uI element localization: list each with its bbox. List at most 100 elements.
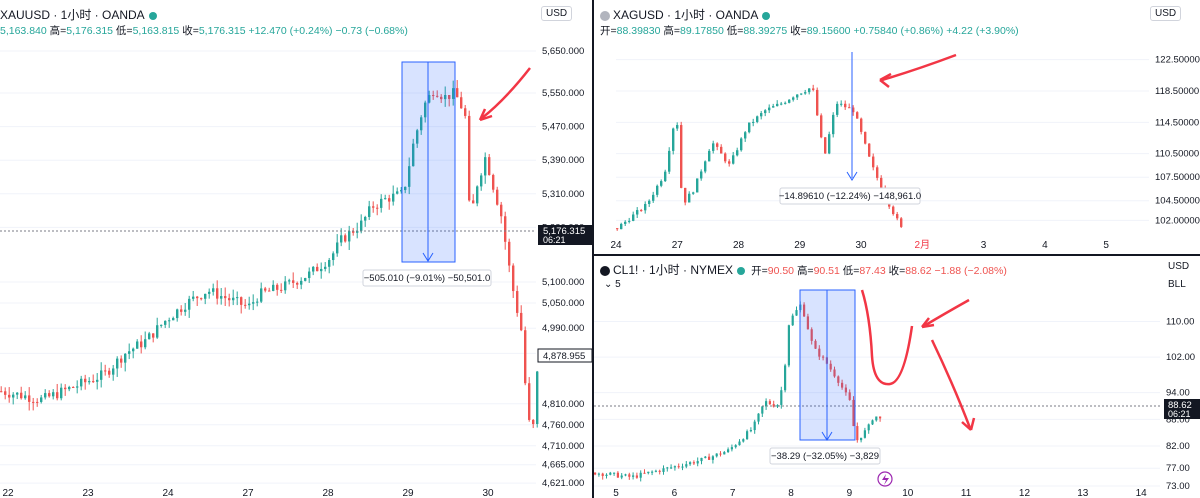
xag-pane[interactable]: XAGUSD · 1小时 · OANDA 开=88.39830 高=89.178…: [594, 0, 1200, 254]
candle: [716, 143, 719, 147]
candle: [280, 289, 283, 291]
candle: [204, 293, 207, 299]
candle: [704, 456, 707, 458]
candle: [792, 97, 795, 100]
xau-pane[interactable]: XAUUSD · 1小时 · OANDA 5,163.840 高=5,176.3…: [0, 0, 592, 498]
candle: [512, 265, 515, 292]
candle: [524, 330, 527, 384]
xag-chart[interactable]: 122.50000 118.50000 114.50000 110.50000 107.…: [594, 0, 1200, 254]
candle: [812, 88, 815, 90]
xau-change2: −0.73 (−0.68%): [335, 25, 408, 37]
candle: [720, 146, 723, 154]
x-tick-label: 4: [1042, 240, 1048, 251]
candle: [708, 150, 711, 162]
candle: [288, 280, 291, 282]
candle: [72, 386, 75, 388]
x-tick-label: 28: [322, 488, 334, 498]
candle: [670, 467, 673, 469]
candle: [364, 216, 367, 221]
candle: [832, 114, 835, 135]
candle: [662, 468, 665, 472]
candle: [896, 214, 899, 219]
candle: [444, 94, 447, 100]
measure-label: −505.010 (−9.01%) −50,501.0: [364, 273, 491, 284]
candle: [680, 125, 683, 188]
candle: [640, 210, 643, 212]
xag-currency[interactable]: USD: [1150, 6, 1182, 21]
candle: [800, 93, 803, 95]
candle: [876, 167, 879, 178]
measure-arrow-head: [821, 431, 833, 441]
candle: [392, 193, 395, 202]
market-open-icon: [762, 12, 771, 21]
candle: [708, 456, 711, 460]
x-tick-label: 29: [402, 488, 414, 498]
candle: [780, 103, 783, 105]
candle: [300, 280, 303, 285]
candle: [757, 413, 760, 422]
candle: [164, 320, 167, 325]
candle: [336, 242, 339, 254]
candle: [676, 125, 679, 129]
candle: [12, 394, 15, 398]
candle: [56, 392, 59, 399]
xau-change: +12.470 (+0.24%): [248, 25, 333, 37]
candle: [356, 230, 359, 233]
xag-header: XAGUSD · 1小时 · OANDA: [600, 6, 773, 23]
y-tick-label: 104.50000: [1155, 196, 1200, 207]
candle: [860, 118, 863, 132]
candle: [728, 161, 731, 164]
cl-interval-toggle[interactable]: ⌄ 5: [600, 278, 625, 291]
y-tick-label: 118.50000: [1155, 86, 1199, 97]
candle: [184, 309, 187, 312]
cl-currency[interactable]: USD: [1164, 260, 1194, 273]
xau-header: XAUUSD · 1小时 · OANDA: [0, 6, 160, 23]
candle: [816, 89, 819, 116]
candle: [712, 143, 715, 151]
cl-pane[interactable]: CL1! · 1小时 · NYMEX 开=90.50 高=90.51 低=87.…: [594, 256, 1200, 498]
candle: [704, 161, 707, 172]
candle: [448, 94, 451, 99]
annotation-arrow-head: [961, 417, 976, 431]
cl-indicator[interactable]: BLL: [1164, 278, 1190, 291]
annotation-arrow: [930, 339, 972, 429]
y-tick-label: 4,665.000: [542, 460, 584, 471]
candle: [601, 473, 604, 476]
candle: [400, 190, 403, 192]
candle: [597, 473, 600, 475]
horizontal-divider[interactable]: [594, 254, 1200, 256]
candle: [688, 193, 691, 203]
x-tick-label: 28: [733, 240, 745, 251]
candle: [240, 297, 243, 305]
candle: [316, 266, 319, 272]
candle: [810, 329, 813, 341]
candle: [844, 387, 847, 393]
y-tick-label: 122.50000: [1155, 55, 1200, 66]
candle: [879, 416, 882, 419]
candle: [396, 191, 399, 194]
xau-currency[interactable]: USD: [541, 6, 573, 21]
x-tick-label: 22: [2, 488, 14, 498]
candle: [700, 457, 703, 462]
candle: [216, 288, 219, 299]
candle: [765, 401, 768, 407]
candle: [32, 401, 35, 403]
y-tick-label: 5,390.000: [542, 155, 584, 166]
oil-icon: [600, 266, 610, 277]
candle: [416, 130, 419, 144]
price-label2-bg: [537, 348, 592, 363]
candle: [632, 214, 635, 221]
candle: [828, 134, 831, 154]
vertical-divider[interactable]: [592, 0, 594, 498]
price-label-value: 5,176.315: [543, 226, 585, 237]
candle: [628, 220, 631, 222]
cl-chart[interactable]: 110.00 102.00 94.00 88.00 82.00 77.00 73.00 5 6 7…: [594, 256, 1200, 498]
x-tick-label: 24: [162, 488, 174, 498]
candle: [472, 200, 475, 204]
candle: [36, 401, 39, 403]
candle: [276, 284, 279, 290]
candle: [28, 395, 31, 402]
candle: [768, 107, 771, 111]
xau-chart[interactable]: 5,650.000 5,550.000 5,470.000 5,390.000 5,31…: [0, 0, 592, 498]
candle: [880, 177, 883, 189]
